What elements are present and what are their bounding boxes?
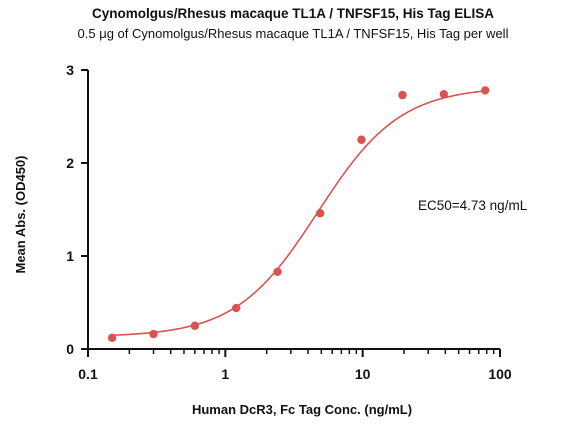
fit-curve-line — [112, 90, 486, 337]
x-tick-label: 1 — [221, 366, 229, 382]
data-point — [398, 90, 407, 100]
data-point — [273, 267, 282, 277]
x-axis-label: Human DcR3, Fc Tag Conc. (ng/mL) — [192, 402, 412, 417]
data-point — [149, 329, 158, 339]
data-points-layer — [107, 86, 490, 343]
y-tick-label: 3 — [66, 62, 74, 78]
data-point — [190, 321, 200, 330]
axes: 0 1 2 3 0.1 1 10 100 — [66, 62, 512, 382]
data-point — [232, 303, 241, 313]
x-tick-label: 0.1 — [78, 366, 98, 382]
y-axis-label: Mean Abs. (OD450) — [13, 156, 28, 274]
data-point — [357, 135, 366, 144]
y-tick-label: 2 — [66, 155, 74, 171]
chart-title: Cynomolgus/Rhesus macaque TL1A / TNFSF15… — [91, 6, 495, 21]
x-tick-label: 100 — [488, 366, 512, 382]
data-point — [480, 86, 490, 95]
data-point — [439, 89, 449, 99]
fit-curve-layer — [112, 90, 486, 337]
data-point — [315, 209, 325, 218]
x-tick-label: 10 — [355, 366, 371, 382]
y-tick-label: 0 — [66, 341, 74, 357]
chart-subtitle: 0.5 μg of Cynomolgus/Rhesus macaque TL1A… — [77, 26, 509, 41]
y-tick-label: 1 — [66, 248, 74, 264]
ec50-annotation: EC50=4.73 ng/mL — [418, 198, 528, 213]
data-point — [107, 333, 117, 343]
